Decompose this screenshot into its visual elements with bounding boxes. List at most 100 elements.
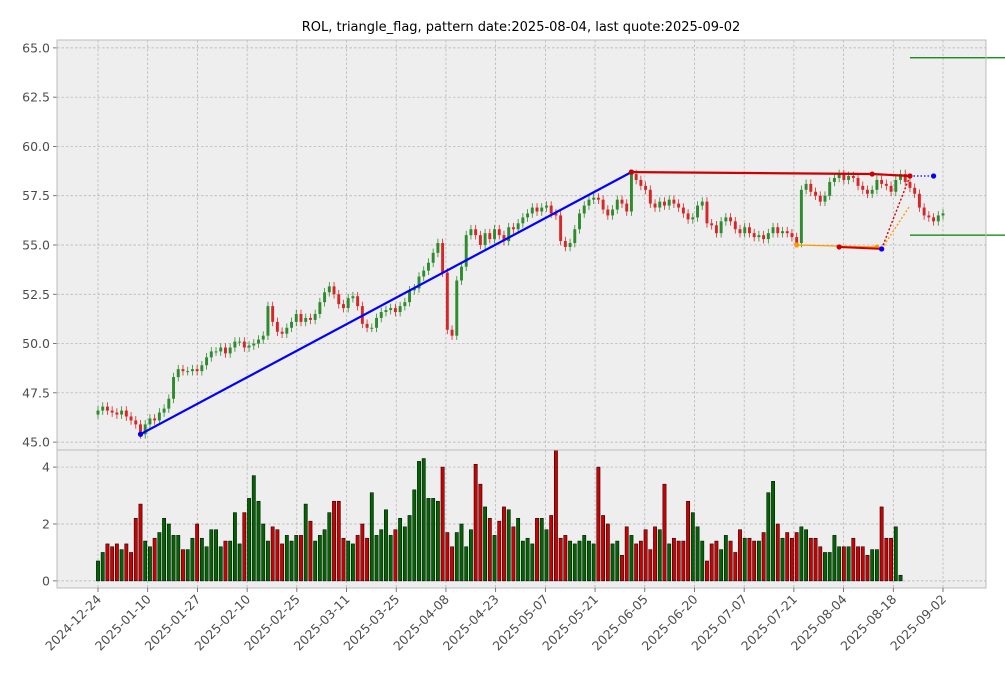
candle-body (696, 205, 699, 218)
volume-bar (426, 498, 431, 582)
volume-bar (657, 529, 662, 582)
volume-bar (365, 537, 369, 582)
volume-bar (856, 546, 860, 582)
candle-body (856, 177, 860, 186)
candle-body (342, 304, 345, 309)
candle-body (686, 213, 690, 220)
candle-body (851, 176, 855, 178)
candle-body (464, 235, 468, 267)
volume-bar (402, 526, 407, 582)
candle-body (511, 227, 515, 230)
volume-bar (393, 529, 398, 582)
candle-body (889, 185, 893, 192)
candle-body (252, 343, 256, 346)
volume-bar (818, 546, 823, 582)
volume-bar (96, 560, 100, 582)
candle-body (582, 205, 586, 214)
volume-bar (700, 540, 705, 582)
flag-lower-line (839, 246, 882, 250)
candle-body (327, 286, 331, 293)
volume-bar (615, 540, 620, 582)
volume-bar (723, 535, 728, 582)
candle-body (313, 313, 317, 320)
volume-bar (511, 526, 516, 582)
candle-body (677, 203, 681, 208)
price-y-tick-label: 60.0 (22, 139, 50, 154)
candle-body (710, 223, 714, 226)
volume-bar (280, 543, 285, 582)
volume-bar (247, 498, 251, 582)
candle-body (804, 183, 808, 190)
volume-bar (346, 540, 351, 582)
volume-bar (270, 526, 275, 582)
candle-body (828, 181, 832, 196)
candle-body (351, 296, 355, 299)
candle-body (766, 233, 770, 240)
flag-upper-point (869, 171, 875, 177)
candle-body (318, 302, 322, 314)
volume-y-tick-label: 2 (42, 516, 50, 531)
candle-body (941, 213, 945, 216)
candle-body (436, 243, 440, 253)
candle-body (545, 205, 548, 208)
volume-bar (587, 540, 591, 582)
candle-body (620, 199, 624, 204)
chart-title: ROL, triangle_flag, pattern date:2025-08… (302, 20, 741, 35)
candle-body (837, 174, 841, 178)
breakout-dotted-red (880, 175, 911, 250)
volume-panel: 0 2 4 (42, 449, 987, 589)
candle-body (809, 183, 813, 192)
candle-body (110, 410, 114, 413)
candle-body (186, 371, 190, 373)
volume-bar (643, 529, 648, 582)
volume-bar (775, 523, 780, 582)
volume-bar (388, 535, 393, 582)
candle-body (488, 233, 492, 240)
volume-bar (605, 523, 610, 582)
volume-bar (544, 529, 549, 582)
volume-bar (251, 475, 256, 582)
candle-body (431, 252, 435, 263)
price-y-tick-label: 47.5 (22, 385, 50, 400)
candle-body (691, 217, 695, 220)
candle-body (205, 357, 209, 366)
candle-body (308, 317, 312, 320)
candle-body (823, 195, 827, 202)
volume-bar (190, 537, 195, 582)
candle-body (615, 199, 619, 210)
volume-bar (709, 543, 714, 582)
breakout-target-point (930, 173, 937, 179)
candle-body (861, 185, 865, 190)
volume-bar (799, 526, 804, 582)
candle-body (299, 313, 303, 322)
candle-body (738, 229, 742, 234)
breakout-dotted-orange (881, 205, 911, 250)
candle-body (417, 276, 421, 289)
candle-body (346, 298, 350, 309)
candle-body (365, 323, 369, 328)
price-y-tick-label: 55.0 (22, 238, 50, 253)
volume-bar (832, 535, 837, 582)
candle-body (323, 292, 327, 303)
volume-bar (157, 532, 162, 582)
volume-bar (761, 532, 766, 582)
volume-bar (516, 518, 521, 582)
candle-body (370, 327, 374, 329)
candle-body (936, 215, 940, 222)
volume-bar (360, 523, 365, 582)
candle-body (667, 199, 671, 206)
candle-body (148, 418, 152, 425)
volume-bar (266, 540, 270, 582)
volume-bar (162, 518, 166, 582)
candle-body (875, 179, 879, 190)
candle-body (233, 341, 237, 348)
candle-body (143, 424, 147, 435)
candle-body (271, 306, 275, 322)
candle-body (214, 351, 218, 353)
volume-bar (549, 515, 554, 582)
candle-body (408, 290, 412, 303)
candle-body (729, 217, 733, 222)
candle-body (228, 347, 232, 354)
volume-bar (100, 552, 105, 582)
